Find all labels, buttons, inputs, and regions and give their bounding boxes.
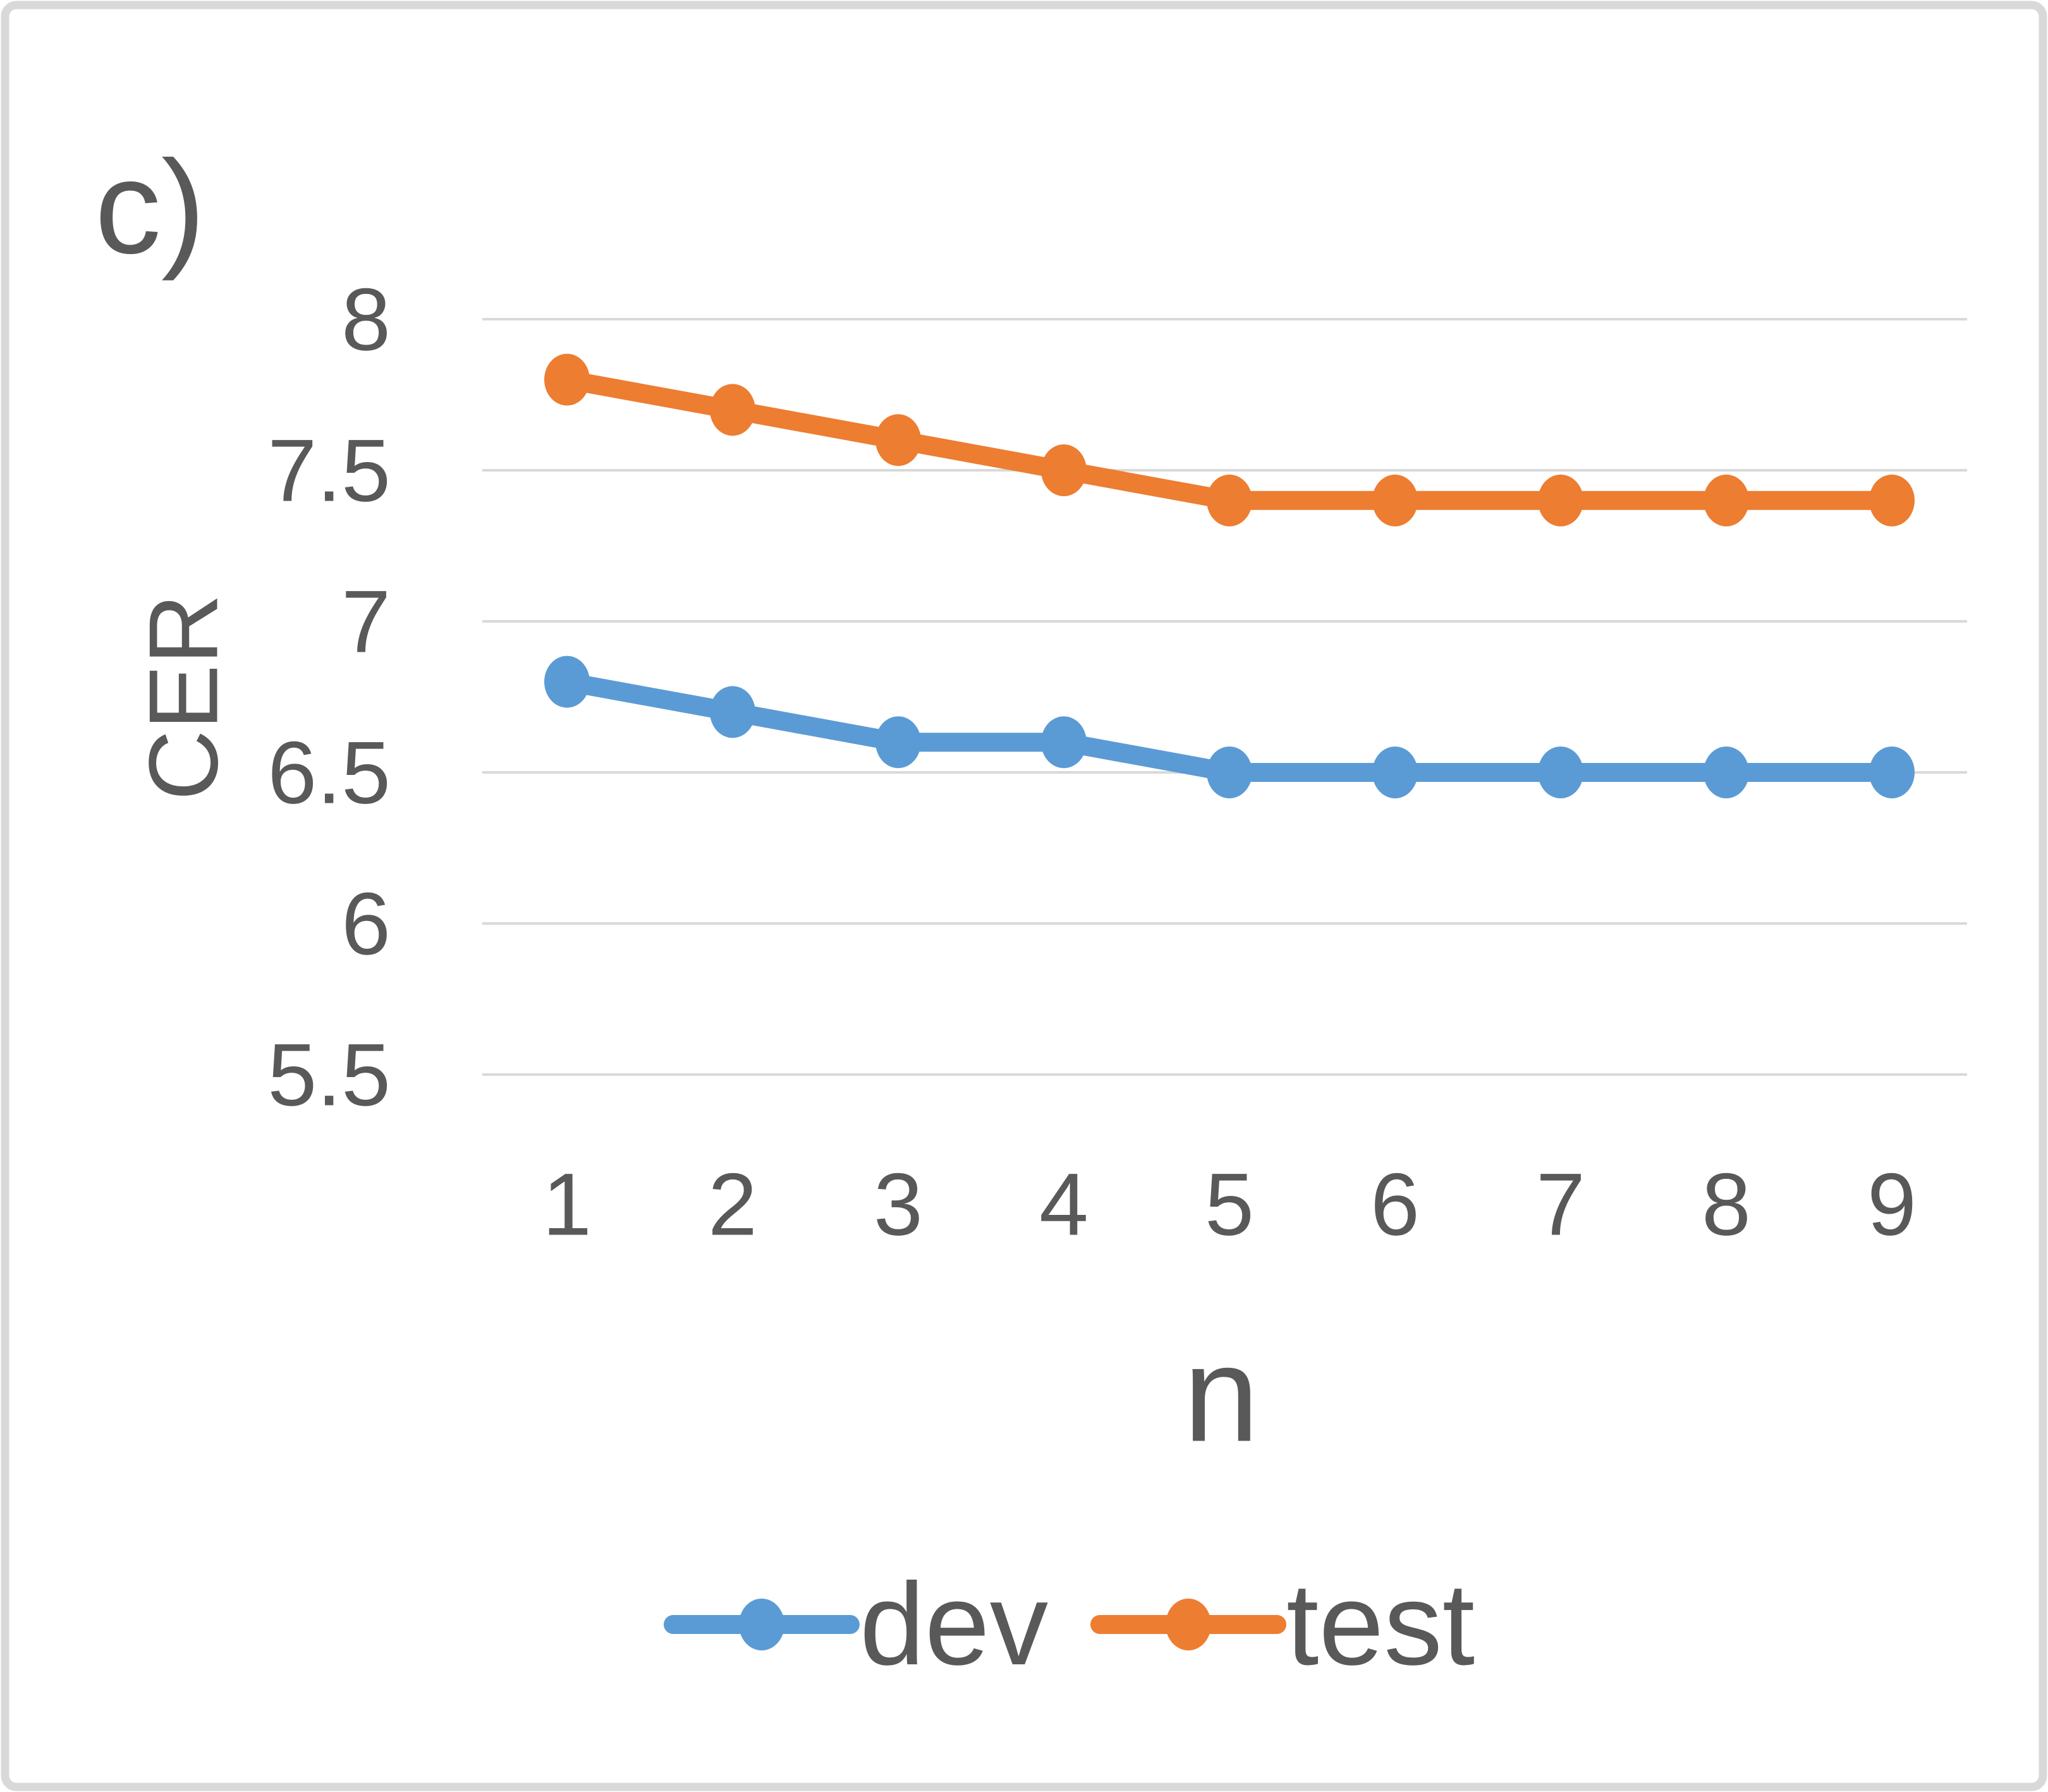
- data-point-test-n1: [544, 353, 590, 406]
- x-tick-label-7: 7: [1536, 1155, 1585, 1254]
- data-point-dev-n5: [1207, 747, 1252, 798]
- series-layer: [544, 353, 1915, 798]
- x-tick-label-1: 1: [542, 1155, 592, 1254]
- x-tick-label-8: 8: [1702, 1155, 1751, 1254]
- gridlines-layer: [482, 318, 1967, 1076]
- legend-marker-test: [1166, 1599, 1211, 1650]
- data-point-test-n9: [1869, 474, 1915, 527]
- data-point-test-n4: [1041, 444, 1087, 496]
- legend: dev test: [664, 1559, 1475, 1690]
- y-tick-label-7.5: 7.5: [267, 421, 391, 520]
- y-tick-label-8: 8: [341, 270, 391, 369]
- data-point-test-n6: [1372, 474, 1418, 527]
- data-point-test-n7: [1538, 474, 1583, 527]
- data-point-test-n3: [875, 414, 921, 466]
- tick-labels-layer: 8 7.5 7 6.5 6 5.5 1 2 3 4 5 6 7 8 9: [267, 270, 1917, 1254]
- data-point-dev-n4: [1041, 716, 1087, 769]
- data-point-dev-n2: [710, 686, 755, 738]
- legend-label-test: test: [1286, 1559, 1475, 1690]
- x-tick-label-4: 4: [1039, 1155, 1088, 1254]
- data-point-dev-n7: [1538, 747, 1583, 798]
- data-point-test-n2: [710, 384, 755, 436]
- data-point-dev-n3: [875, 716, 921, 769]
- x-tick-label-6: 6: [1370, 1155, 1420, 1254]
- y-tick-label-7: 7: [341, 572, 391, 671]
- data-point-dev-n6: [1372, 747, 1418, 798]
- y-tick-label-6: 6: [341, 874, 391, 973]
- y-tick-label-6.5: 6.5: [267, 723, 391, 822]
- x-tick-label-5: 5: [1205, 1155, 1254, 1254]
- data-point-dev-n1: [544, 655, 590, 708]
- legend-item-test: test: [1090, 1559, 1475, 1690]
- panel-label: c): [95, 133, 205, 281]
- data-point-test-n5: [1207, 474, 1252, 527]
- y-tick-label-5.5: 5.5: [267, 1025, 391, 1125]
- legend-marker-dev: [739, 1599, 784, 1650]
- x-axis-title: n: [1183, 1318, 1259, 1470]
- data-point-dev-n9: [1869, 747, 1915, 798]
- data-point-test-n8: [1704, 474, 1749, 527]
- x-tick-label-9: 9: [1867, 1155, 1917, 1254]
- y-axis-title: CER: [129, 594, 238, 800]
- x-tick-label-3: 3: [874, 1155, 923, 1254]
- legend-label-dev: dev: [860, 1559, 1048, 1690]
- legend-item-dev: dev: [664, 1559, 1048, 1690]
- x-tick-label-2: 2: [708, 1155, 757, 1254]
- data-point-dev-n8: [1704, 747, 1749, 798]
